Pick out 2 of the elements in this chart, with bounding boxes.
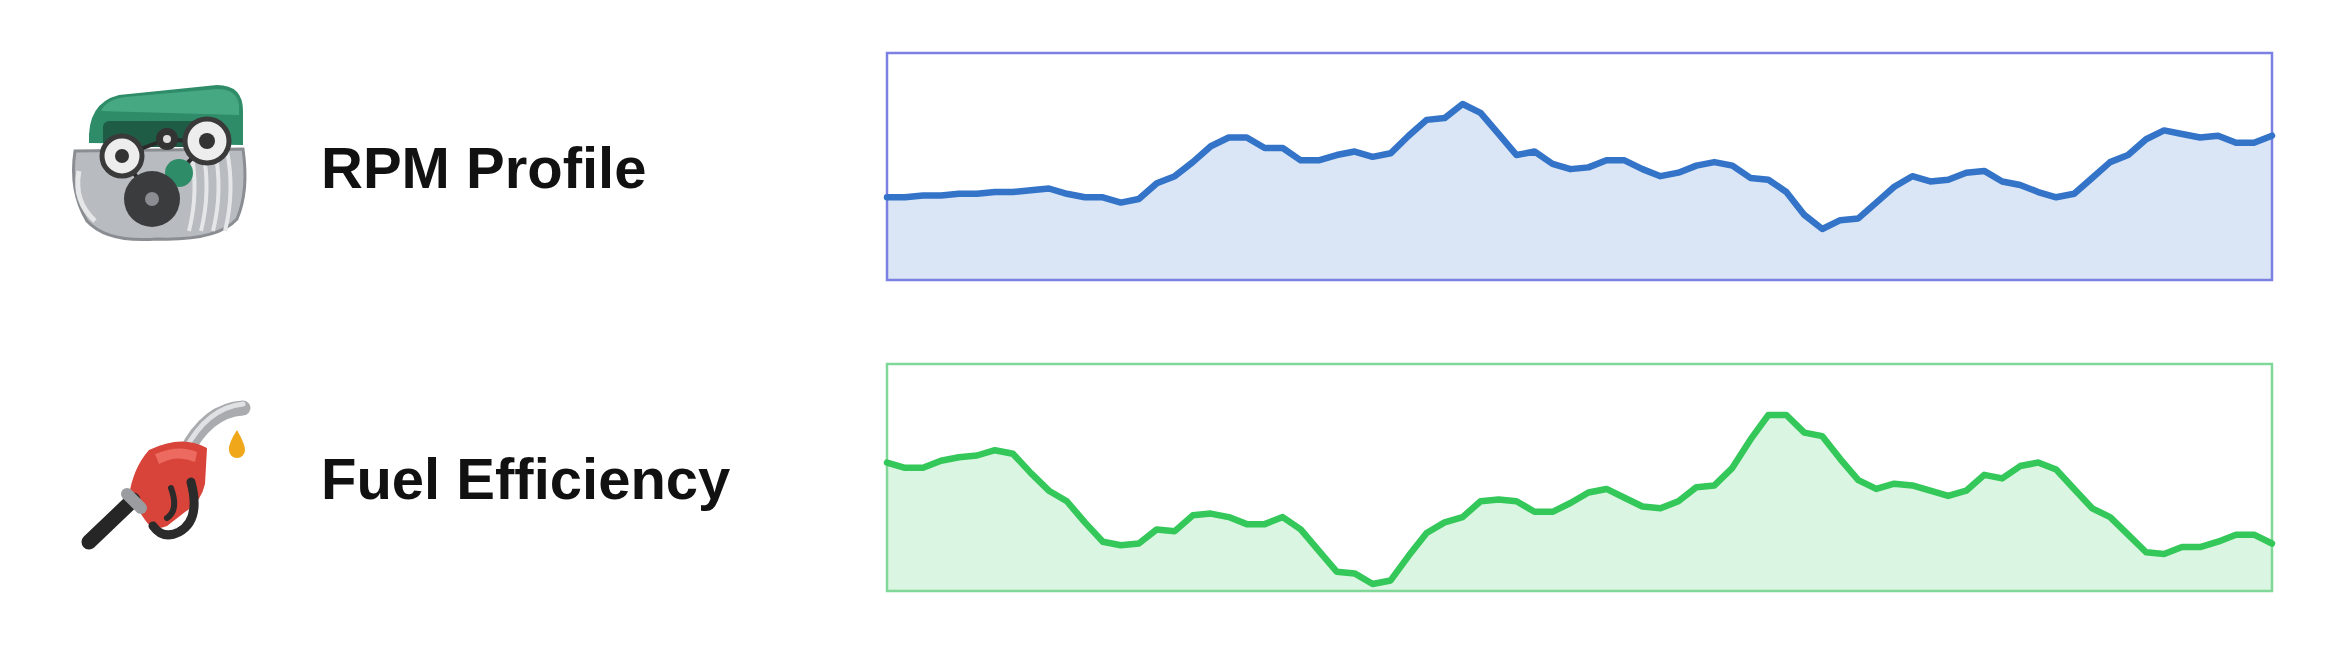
text: RPM Profile bbox=[321, 134, 647, 200]
text: Fuel Efficiency bbox=[321, 445, 731, 511]
